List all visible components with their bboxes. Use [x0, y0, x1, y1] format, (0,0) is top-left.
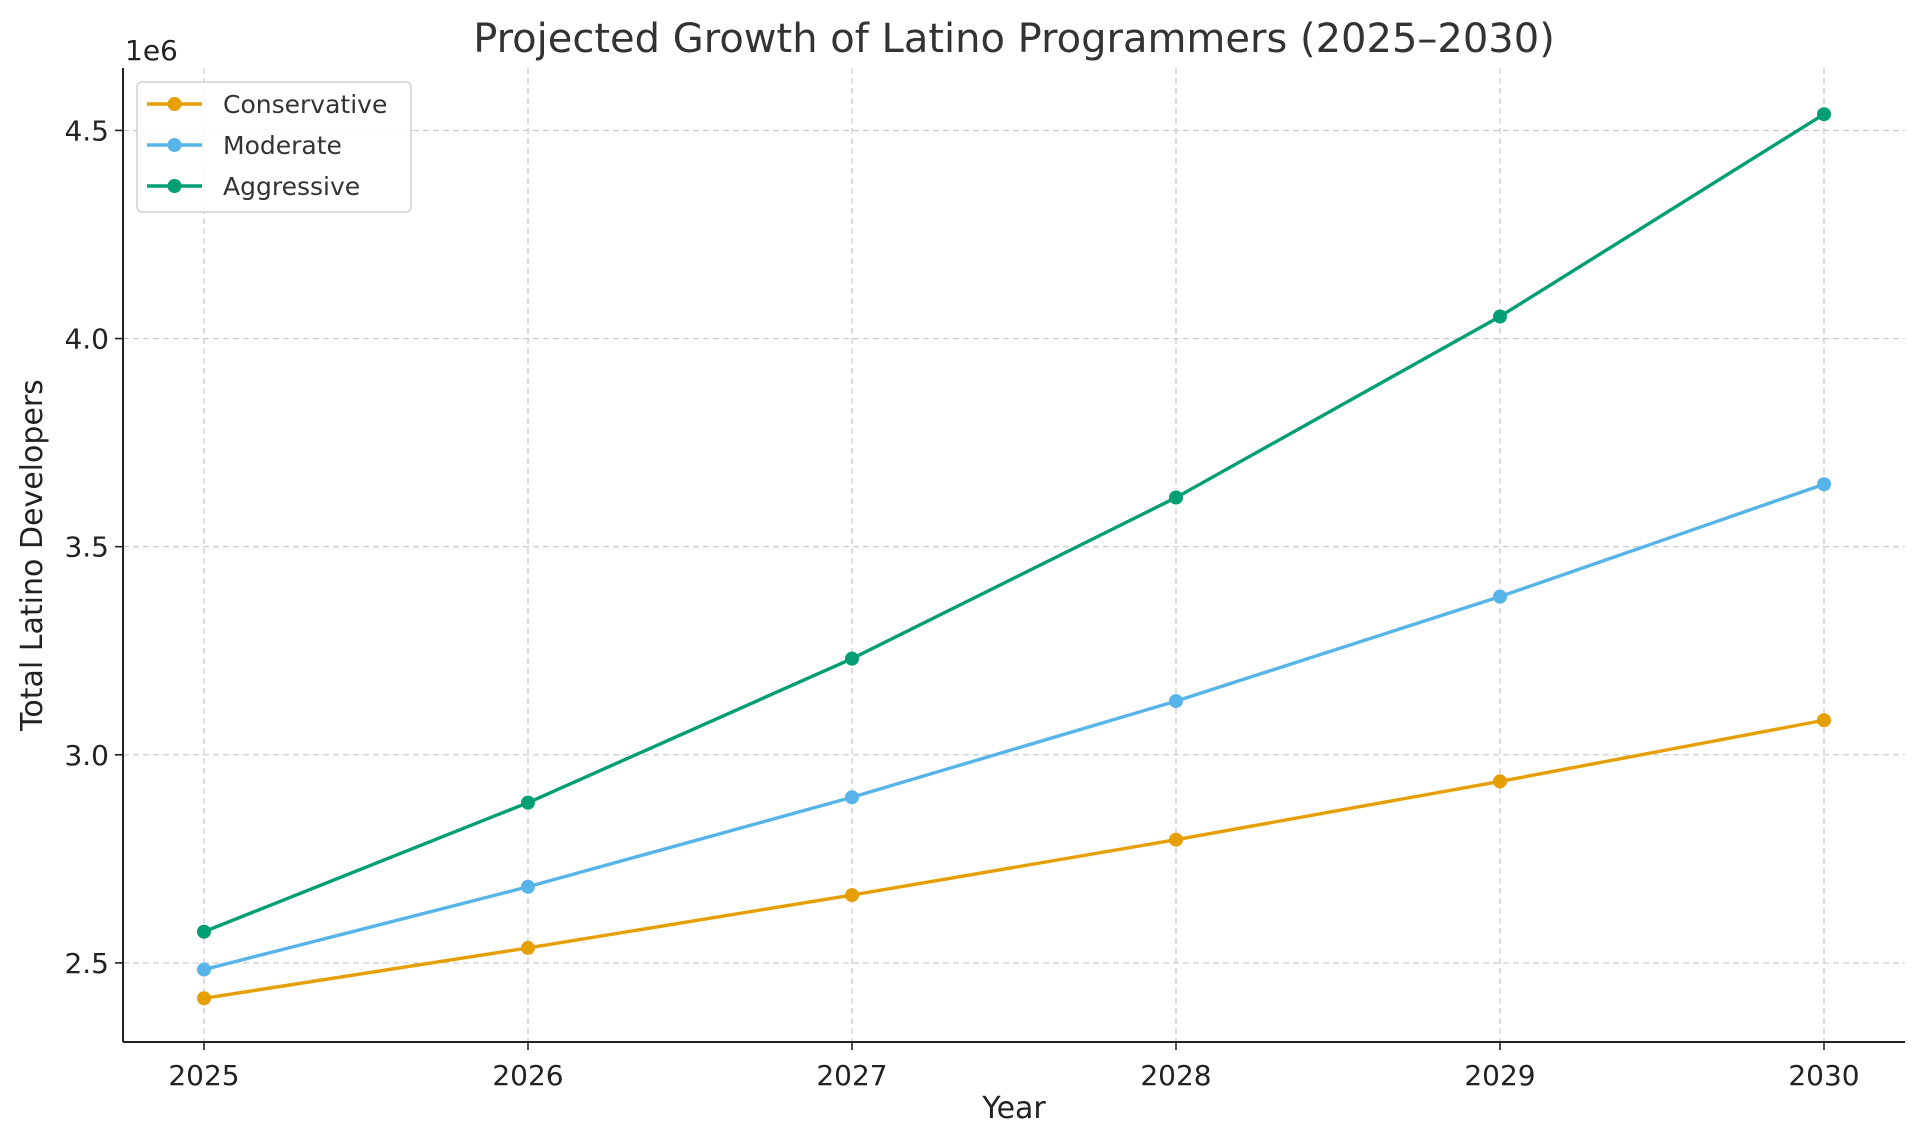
x-tick-label: 2026: [492, 1059, 563, 1092]
x-tick-label: 2030: [1788, 1059, 1859, 1092]
legend-box: [136, 81, 412, 213]
data-point-conservative: [1493, 774, 1507, 789]
legend: Conservative Moderate Aggressive: [136, 81, 412, 213]
data-point-conservative: [1169, 832, 1183, 847]
legend-label-conservative: Conservative: [223, 90, 387, 119]
data-point-moderate: [197, 962, 211, 977]
data-point-aggressive: [521, 795, 535, 810]
data-point-moderate: [1493, 589, 1507, 604]
x-tick-label: 2029: [1464, 1059, 1535, 1092]
data-point-conservative: [1817, 713, 1831, 728]
legend-marker-aggressive: [167, 179, 182, 193]
data-point-aggressive: [1817, 107, 1831, 122]
data-point-aggressive: [1169, 490, 1183, 505]
data-point-moderate: [1817, 477, 1831, 492]
legend-label-aggressive: Aggressive: [223, 172, 360, 201]
data-point-moderate: [521, 879, 535, 894]
series-conservative: [197, 713, 1831, 1006]
tick-labels: 2025 2026 2027 2028 2029 2030 2.5 3.0 3.5 4.0 4.5: [64, 114, 1859, 1092]
legend-marker-moderate: [167, 138, 182, 152]
series-line-moderate: [203, 482, 1825, 972]
y-tick-label: 4.5: [64, 114, 109, 147]
x-tick-label: 2027: [816, 1059, 887, 1092]
grid: [123, 68, 1905, 1042]
x-tick-label: 2025: [168, 1059, 239, 1092]
data-point-conservative: [197, 991, 211, 1006]
y-axis-label: Total Latino Developers: [15, 379, 50, 732]
y-tick-label: 3.5: [64, 531, 109, 564]
data-point-moderate: [845, 790, 859, 805]
series-line-aggressive: [203, 112, 1825, 934]
y-tick-label: 2.5: [64, 947, 109, 980]
data-point-moderate: [1169, 694, 1183, 709]
data-point-aggressive: [845, 651, 859, 666]
data-point-conservative: [845, 888, 859, 903]
y-tick-label: 3.0: [64, 739, 109, 772]
series-aggressive: [197, 107, 1831, 939]
legend-label-moderate: Moderate: [223, 131, 342, 160]
y-tick-label: 4.0: [64, 323, 109, 356]
x-axis-label: Year: [981, 1091, 1046, 1126]
chart-title: Projected Growth of Latino Programmers (…: [473, 16, 1555, 62]
x-tick-label: 2028: [1140, 1059, 1211, 1092]
data-point-aggressive: [1493, 309, 1507, 324]
data-point-conservative: [521, 940, 535, 955]
series: [197, 107, 1831, 1006]
series-line-conservative: [203, 718, 1825, 1000]
data-point-aggressive: [197, 924, 211, 939]
legend-marker-conservative: [167, 97, 182, 111]
axes: [122, 68, 1905, 1043]
y-axis-offset-label: 1e6: [125, 34, 178, 67]
series-moderate: [197, 477, 1831, 977]
